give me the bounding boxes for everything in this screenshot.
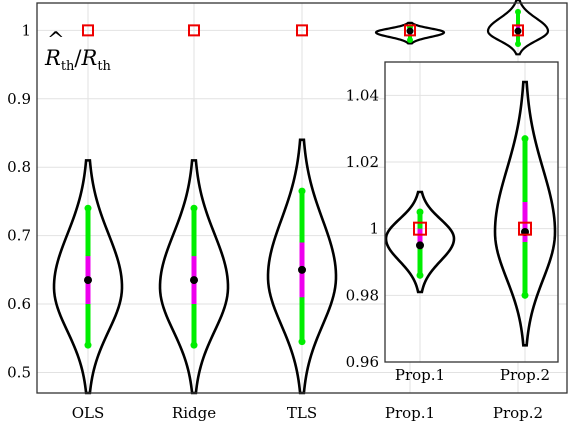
xtick-label: Prop.1 xyxy=(385,404,435,422)
ylabel: Rth/Rth xyxy=(44,46,112,74)
true-value-marker xyxy=(188,24,200,37)
violin-whisker-end xyxy=(190,204,198,212)
true-value-marker xyxy=(82,24,94,37)
violin-median xyxy=(514,27,522,35)
violin-main-prop2 xyxy=(486,0,550,56)
violin-median xyxy=(416,241,424,250)
true-value-marker xyxy=(413,221,427,236)
ytick-label: 0.8 xyxy=(7,158,31,176)
inset-xtick-label: Prop.1 xyxy=(395,366,445,384)
inset-ytick-label: 0.98 xyxy=(346,286,379,304)
violin-main-prop1 xyxy=(374,21,446,45)
inset-ytick-label: 0.96 xyxy=(346,353,379,371)
violin-whisker-end xyxy=(515,8,521,15)
true-value-marker xyxy=(512,24,524,37)
violin-whisker-end xyxy=(416,208,424,216)
violin-whisker-end xyxy=(416,271,424,279)
violin-whisker-end xyxy=(298,187,306,195)
violin-outline xyxy=(266,138,338,395)
inset-xtick-label: Prop.2 xyxy=(500,366,550,384)
violin-median xyxy=(190,276,198,285)
inset-frame xyxy=(384,61,559,363)
ytick-label: 0.5 xyxy=(7,363,31,381)
inset-ytick-label: 1 xyxy=(369,220,379,238)
ylabel-separator: / xyxy=(74,46,82,70)
violin-median xyxy=(406,27,414,35)
ylabel-r: R xyxy=(81,46,98,70)
ytick-label: 1 xyxy=(21,21,31,39)
violin-outline xyxy=(384,190,456,294)
ylabel-sub: th xyxy=(97,59,111,74)
violin-tls xyxy=(266,138,338,395)
violin-ols xyxy=(52,159,124,395)
violin-median xyxy=(298,265,306,274)
violin-whisker-end xyxy=(521,135,529,143)
violin-outline xyxy=(493,80,557,347)
xtick-label: TLS xyxy=(287,404,317,422)
violin-whisker-end xyxy=(84,341,92,349)
ytick-label: 0.9 xyxy=(7,90,31,108)
violin-whisker-end xyxy=(515,41,521,48)
true-value-marker xyxy=(404,24,416,37)
violin-outline xyxy=(52,159,124,395)
ytick-label: 0.6 xyxy=(7,295,31,313)
ytick-label: 0.7 xyxy=(7,227,31,245)
ylabel-hat-sub: th xyxy=(61,59,75,74)
violin-whisker-end xyxy=(521,291,529,299)
violin-whisker-end xyxy=(407,36,413,43)
true-value-marker xyxy=(296,24,308,37)
xtick-label: Ridge xyxy=(172,404,216,422)
main-frame xyxy=(36,2,568,394)
main-plot xyxy=(52,0,550,395)
violin-whisker-end xyxy=(298,338,306,346)
inset-ytick-label: 1.04 xyxy=(346,86,379,104)
ylabel-hat-r: R xyxy=(44,46,61,70)
violin-median xyxy=(84,276,92,285)
violin-whisker-end xyxy=(84,204,92,212)
violin-outline xyxy=(158,159,230,395)
violin-outline xyxy=(374,21,446,45)
true-value-marker xyxy=(518,221,532,236)
violin-outline xyxy=(486,0,550,56)
inset-ytick-label: 1.02 xyxy=(346,153,379,171)
xtick-label: OLS xyxy=(72,404,105,422)
axes: 0.5 0.6 0.7 0.8 0.9 1 OLS Ridge TLS Prop.1 Prop.2 xyxy=(7,2,568,422)
violin-whisker-end xyxy=(190,341,198,349)
xtick-label: Prop.2 xyxy=(493,404,543,422)
inset-plot: 0.96 0.98 1 1.02 1.04 Prop.1 Prop.2 xyxy=(346,61,559,384)
violin-ridge xyxy=(158,159,230,395)
ylabel-hat: ^ xyxy=(47,28,65,52)
